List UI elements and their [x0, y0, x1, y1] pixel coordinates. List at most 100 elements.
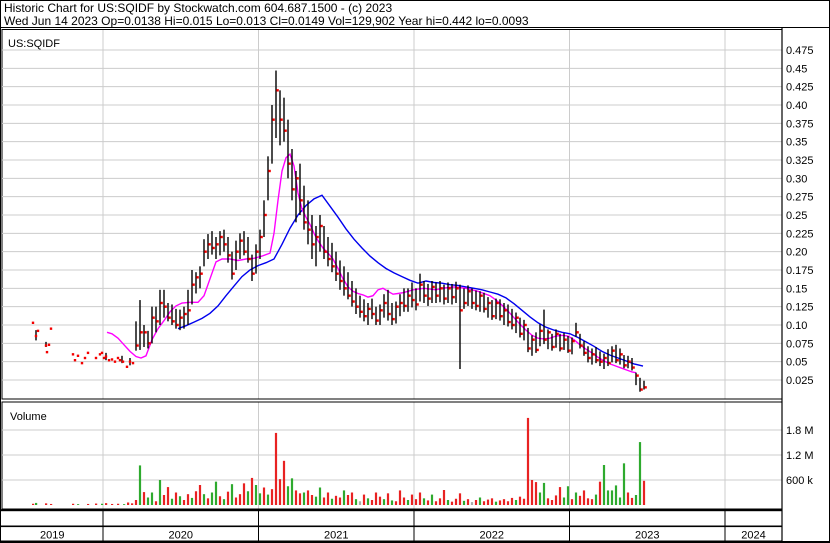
- close-dot: [628, 360, 631, 363]
- close-dot: [600, 360, 603, 363]
- close-dot: [584, 351, 587, 355]
- close-dot: [640, 388, 643, 391]
- close-dot: [460, 309, 463, 312]
- volume-bar: [278, 479, 282, 505]
- volume-bar: [542, 482, 546, 505]
- price-bar: [575, 322, 577, 337]
- price-bar: [475, 290, 477, 311]
- close-dot: [128, 360, 132, 363]
- close-dot: [528, 347, 531, 350]
- close-dot: [324, 250, 327, 253]
- price-bar: [407, 288, 409, 312]
- close-dot: [296, 177, 299, 180]
- close-dot: [304, 221, 307, 224]
- price-bar: [147, 330, 149, 349]
- volume-bar: [450, 501, 454, 505]
- volume-bar: [474, 500, 478, 505]
- price-bar: [631, 357, 633, 371]
- volume-bar: [550, 500, 554, 505]
- price-bar: [607, 349, 609, 367]
- price-bar: [387, 289, 389, 321]
- close-dot: [160, 301, 163, 305]
- close-dot: [224, 243, 227, 246]
- price-bar: [351, 280, 353, 307]
- close-dot: [392, 317, 395, 321]
- close-dot: [184, 312, 187, 316]
- price-bar: [371, 298, 373, 320]
- close-dot: [520, 332, 523, 335]
- close-dot: [444, 297, 447, 300]
- close-dot: [400, 301, 403, 305]
- price-tick-label: 0.20: [786, 247, 807, 259]
- volume-bar: [370, 500, 374, 505]
- close-dot: [524, 323, 527, 327]
- price-bar: [403, 288, 405, 312]
- volume-bar: [302, 492, 306, 505]
- close-dot: [508, 320, 511, 324]
- close-dot: [396, 305, 399, 308]
- close-dot: [364, 314, 367, 318]
- volume-bar: [326, 492, 330, 505]
- close-dot: [264, 213, 267, 217]
- close-dot: [564, 338, 567, 341]
- price-tick-label: 0.425: [786, 82, 814, 94]
- price-tick-label: 0.35: [786, 137, 807, 149]
- price-bar: [215, 236, 217, 259]
- close-dot: [248, 257, 251, 261]
- volume-bar: [117, 503, 120, 505]
- close-dot: [276, 89, 279, 92]
- volume-bar: [522, 498, 526, 505]
- price-bar: [315, 225, 317, 267]
- price-bar: [419, 273, 421, 302]
- price-bar: [451, 283, 453, 305]
- close-dot: [440, 287, 443, 290]
- close-dot: [268, 169, 271, 173]
- volume-bar: [127, 502, 130, 505]
- price-bar: [167, 302, 169, 322]
- volume-bar: [194, 491, 198, 505]
- close-dot: [94, 356, 98, 360]
- price-bar: [523, 319, 525, 341]
- volume-bar: [530, 480, 534, 505]
- volume-bar: [346, 495, 350, 505]
- volume-bar: [298, 493, 302, 505]
- price-bar: [459, 284, 461, 369]
- chart-render-root: 0.475 0.45 0.425 0.40 0.375 0.35 0.325 0.30 0.27…: [0, 28, 814, 543]
- volume-bar: [526, 417, 530, 505]
- close-dot: [176, 323, 179, 327]
- price-bar: [431, 280, 433, 303]
- volume-bar: [158, 480, 162, 505]
- close-dot: [144, 331, 147, 334]
- price-bar: [275, 70, 277, 138]
- volume-bar: [630, 497, 634, 505]
- volume-bar: [146, 497, 150, 505]
- volume-bar: [378, 496, 382, 505]
- close-dot: [116, 356, 120, 360]
- price-tick-label: 0.275: [786, 192, 814, 204]
- price-bar: [539, 324, 541, 347]
- volume-bar: [642, 480, 646, 505]
- close-dot: [464, 301, 467, 305]
- price-bar: [331, 242, 333, 273]
- price-bar: [399, 294, 401, 317]
- close-dot: [131, 361, 135, 365]
- volume-bar: [638, 442, 642, 505]
- close-dot: [272, 118, 275, 121]
- volume-bar: [123, 504, 126, 505]
- close-dot: [236, 250, 239, 253]
- price-bar: [623, 355, 625, 369]
- volume-bar: [446, 500, 450, 505]
- volume-bar: [218, 496, 222, 505]
- volume-bar: [554, 495, 558, 505]
- historic-chart-canvas: 0.475 0.45 0.425 0.40 0.375 0.35 0.325 0.30 0.27…: [0, 28, 814, 543]
- volume-tick-label: 600 k: [786, 475, 813, 487]
- close-dot: [480, 294, 483, 297]
- volume-bar: [322, 497, 326, 505]
- close-dot: [384, 301, 387, 305]
- close-dot: [118, 358, 122, 362]
- volume-bar: [286, 486, 290, 505]
- year-label: 2023: [635, 530, 659, 542]
- price-bar: [379, 304, 381, 325]
- price-bar: [563, 333, 565, 350]
- close-dot: [208, 243, 211, 246]
